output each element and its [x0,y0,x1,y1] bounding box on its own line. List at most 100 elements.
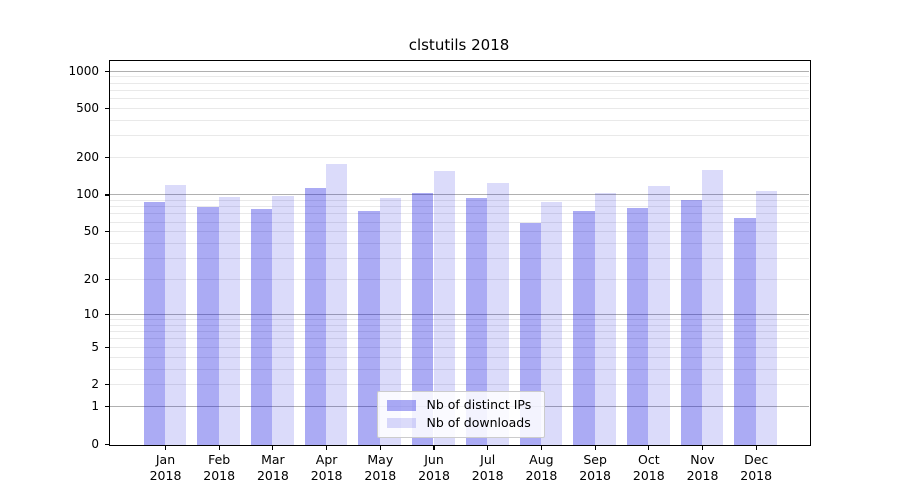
bar-ips-oct [626,207,649,445]
x-tick-label-aug: Aug 2018 [513,452,569,484]
plot-area: Nb of distinct IPs Nb of downloads [108,59,811,446]
gridline-20 [109,279,809,281]
bar-ips-jul [465,198,488,445]
month-year: 2018 [740,468,773,483]
month-name: Jan [155,452,176,467]
bar-downloads-jan [165,184,187,445]
x-tick-mark-mar [272,445,274,450]
bar-ips-may [358,211,380,445]
y-tick-label-500: 500 [76,100,99,115]
bar-ips-nov [680,200,702,445]
gridline-4 [109,356,809,358]
gridline-80 [109,206,809,208]
month-year: 2018 [579,468,611,483]
bar-ips-sep [573,211,595,445]
bar-downloads-feb [218,197,241,445]
bar-ips-feb [197,207,219,445]
bar-downloads-mar [272,196,294,445]
gridline-700 [109,89,809,91]
month-name: Jun [424,452,444,467]
x-tick-mark-may [379,445,381,450]
month-name: Dec [744,452,769,467]
x-tick-mark-oct [648,445,650,450]
y-tick-label-10: 10 [83,307,99,322]
gridline-50 [109,231,809,233]
bar-downloads-nov [702,170,724,445]
month-year: 2018 [256,468,289,483]
month-year: 2018 [418,468,450,483]
y-tick-mark-50 [104,231,109,233]
x-tick-mark-dec [755,445,757,450]
x-tick-label-mar: Mar 2018 [245,452,301,484]
month-name: Apr [315,452,338,467]
bar-ips-jun [412,193,434,445]
month-year: 2018 [471,468,504,483]
bar-downloads-oct [648,186,670,445]
gridline-200 [109,157,809,159]
y-tick-mark-100 [104,194,109,196]
gridline-60 [109,221,809,223]
y-tick-mark-5 [104,346,109,348]
month-name: Sep [583,452,607,467]
y-tick-label-1000: 1000 [68,63,99,78]
gridline-400 [109,119,809,121]
x-tick-label-apr: Apr 2018 [299,452,355,484]
month-name: Mar [261,452,285,467]
y-tick-label-200: 200 [76,150,99,165]
x-tick-mark-jan [164,445,167,450]
x-tick-mark-nov [701,445,704,450]
month-year: 2018 [364,468,397,483]
x-tick-label-sep: Sep 2018 [567,452,623,484]
month-year: 2018 [310,468,343,483]
month-name: Nov [690,452,715,467]
x-tick-label-dec: Dec 2018 [728,452,784,484]
gridline-2 [109,384,809,386]
y-tick-label-100: 100 [76,187,99,202]
month-name: Feb [208,452,231,467]
gridline-10 [109,314,809,316]
x-tick-mark-feb [218,445,220,450]
bar-ips-apr [304,187,327,445]
x-tick-mark-jul [487,445,489,450]
y-tick-label-0: 0 [91,436,99,451]
y-tick-label-1: 1 [91,399,99,414]
bar-downloads-may [379,197,402,445]
y-tick-mark-2 [104,384,109,386]
legend-label-downloads: Nb of downloads [426,414,531,430]
gridline-100 [109,194,809,196]
y-tick-mark-10 [104,314,109,316]
month-year: 2018 [525,468,558,483]
month-name: Oct [637,452,660,467]
legend-item-distinct-ips: Nb of distinct IPs [386,397,535,415]
y-tick-mark-20 [104,279,109,281]
legend-item-downloads: Nb of downloads [386,414,535,432]
x-tick-mark-aug [540,445,542,450]
gridline-300 [109,135,809,137]
legend-swatch-distinct-ips [386,400,416,411]
legend-swatch-downloads [386,417,416,428]
gridline-800 [109,82,809,84]
x-tick-label-oct: Oct 2018 [621,452,677,484]
chart-title: clstutils 2018 [408,36,510,54]
month-year: 2018 [149,468,182,483]
gridline-6 [109,338,809,340]
gridline-9 [109,319,809,321]
x-tick-label-feb: Feb 2018 [191,452,247,484]
y-tick-mark-0 [104,443,109,445]
x-tick-label-jan: Jan 2018 [138,452,194,484]
y-tick-mark-1 [104,406,109,408]
bar-ips-jan [143,202,165,445]
month-year: 2018 [203,468,236,483]
x-tick-label-jun: Jun 2018 [406,452,462,484]
gridline-1000 [109,70,809,72]
x-tick-label-jul: Jul 2018 [460,452,516,484]
x-tick-label-nov: Nov 2018 [675,452,731,484]
legend: Nb of distinct IPs Nb of downloads [376,390,545,438]
x-tick-mark-sep [594,445,596,450]
gridline-40 [109,243,809,245]
month-name: Aug [529,452,554,467]
y-tick-mark-200 [104,157,109,159]
y-tick-label-20: 20 [83,272,99,287]
gridline-600 [109,98,809,100]
